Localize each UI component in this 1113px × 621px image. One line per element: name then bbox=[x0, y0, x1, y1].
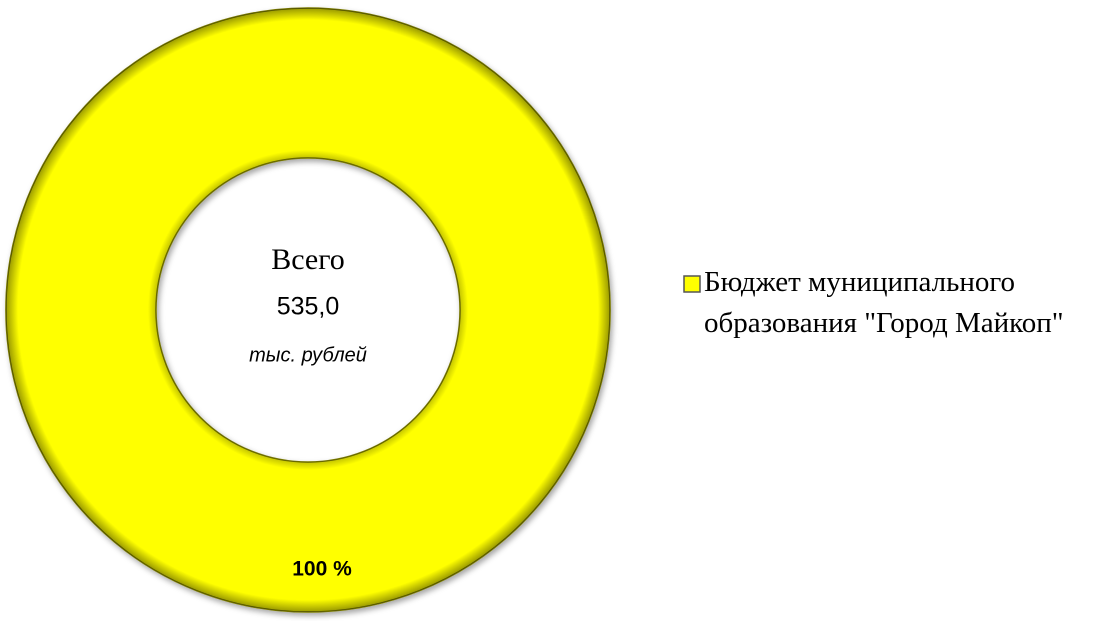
center-value: 535,0 bbox=[277, 293, 340, 321]
center-unit: тыс. рублей bbox=[249, 344, 367, 366]
legend-swatch bbox=[683, 275, 701, 293]
center-title: Всего bbox=[271, 243, 345, 276]
legend bbox=[683, 275, 701, 293]
data-label: 100 % bbox=[292, 557, 352, 580]
legend-label: Бюджет муниципального образования "Город… bbox=[704, 266, 1064, 339]
